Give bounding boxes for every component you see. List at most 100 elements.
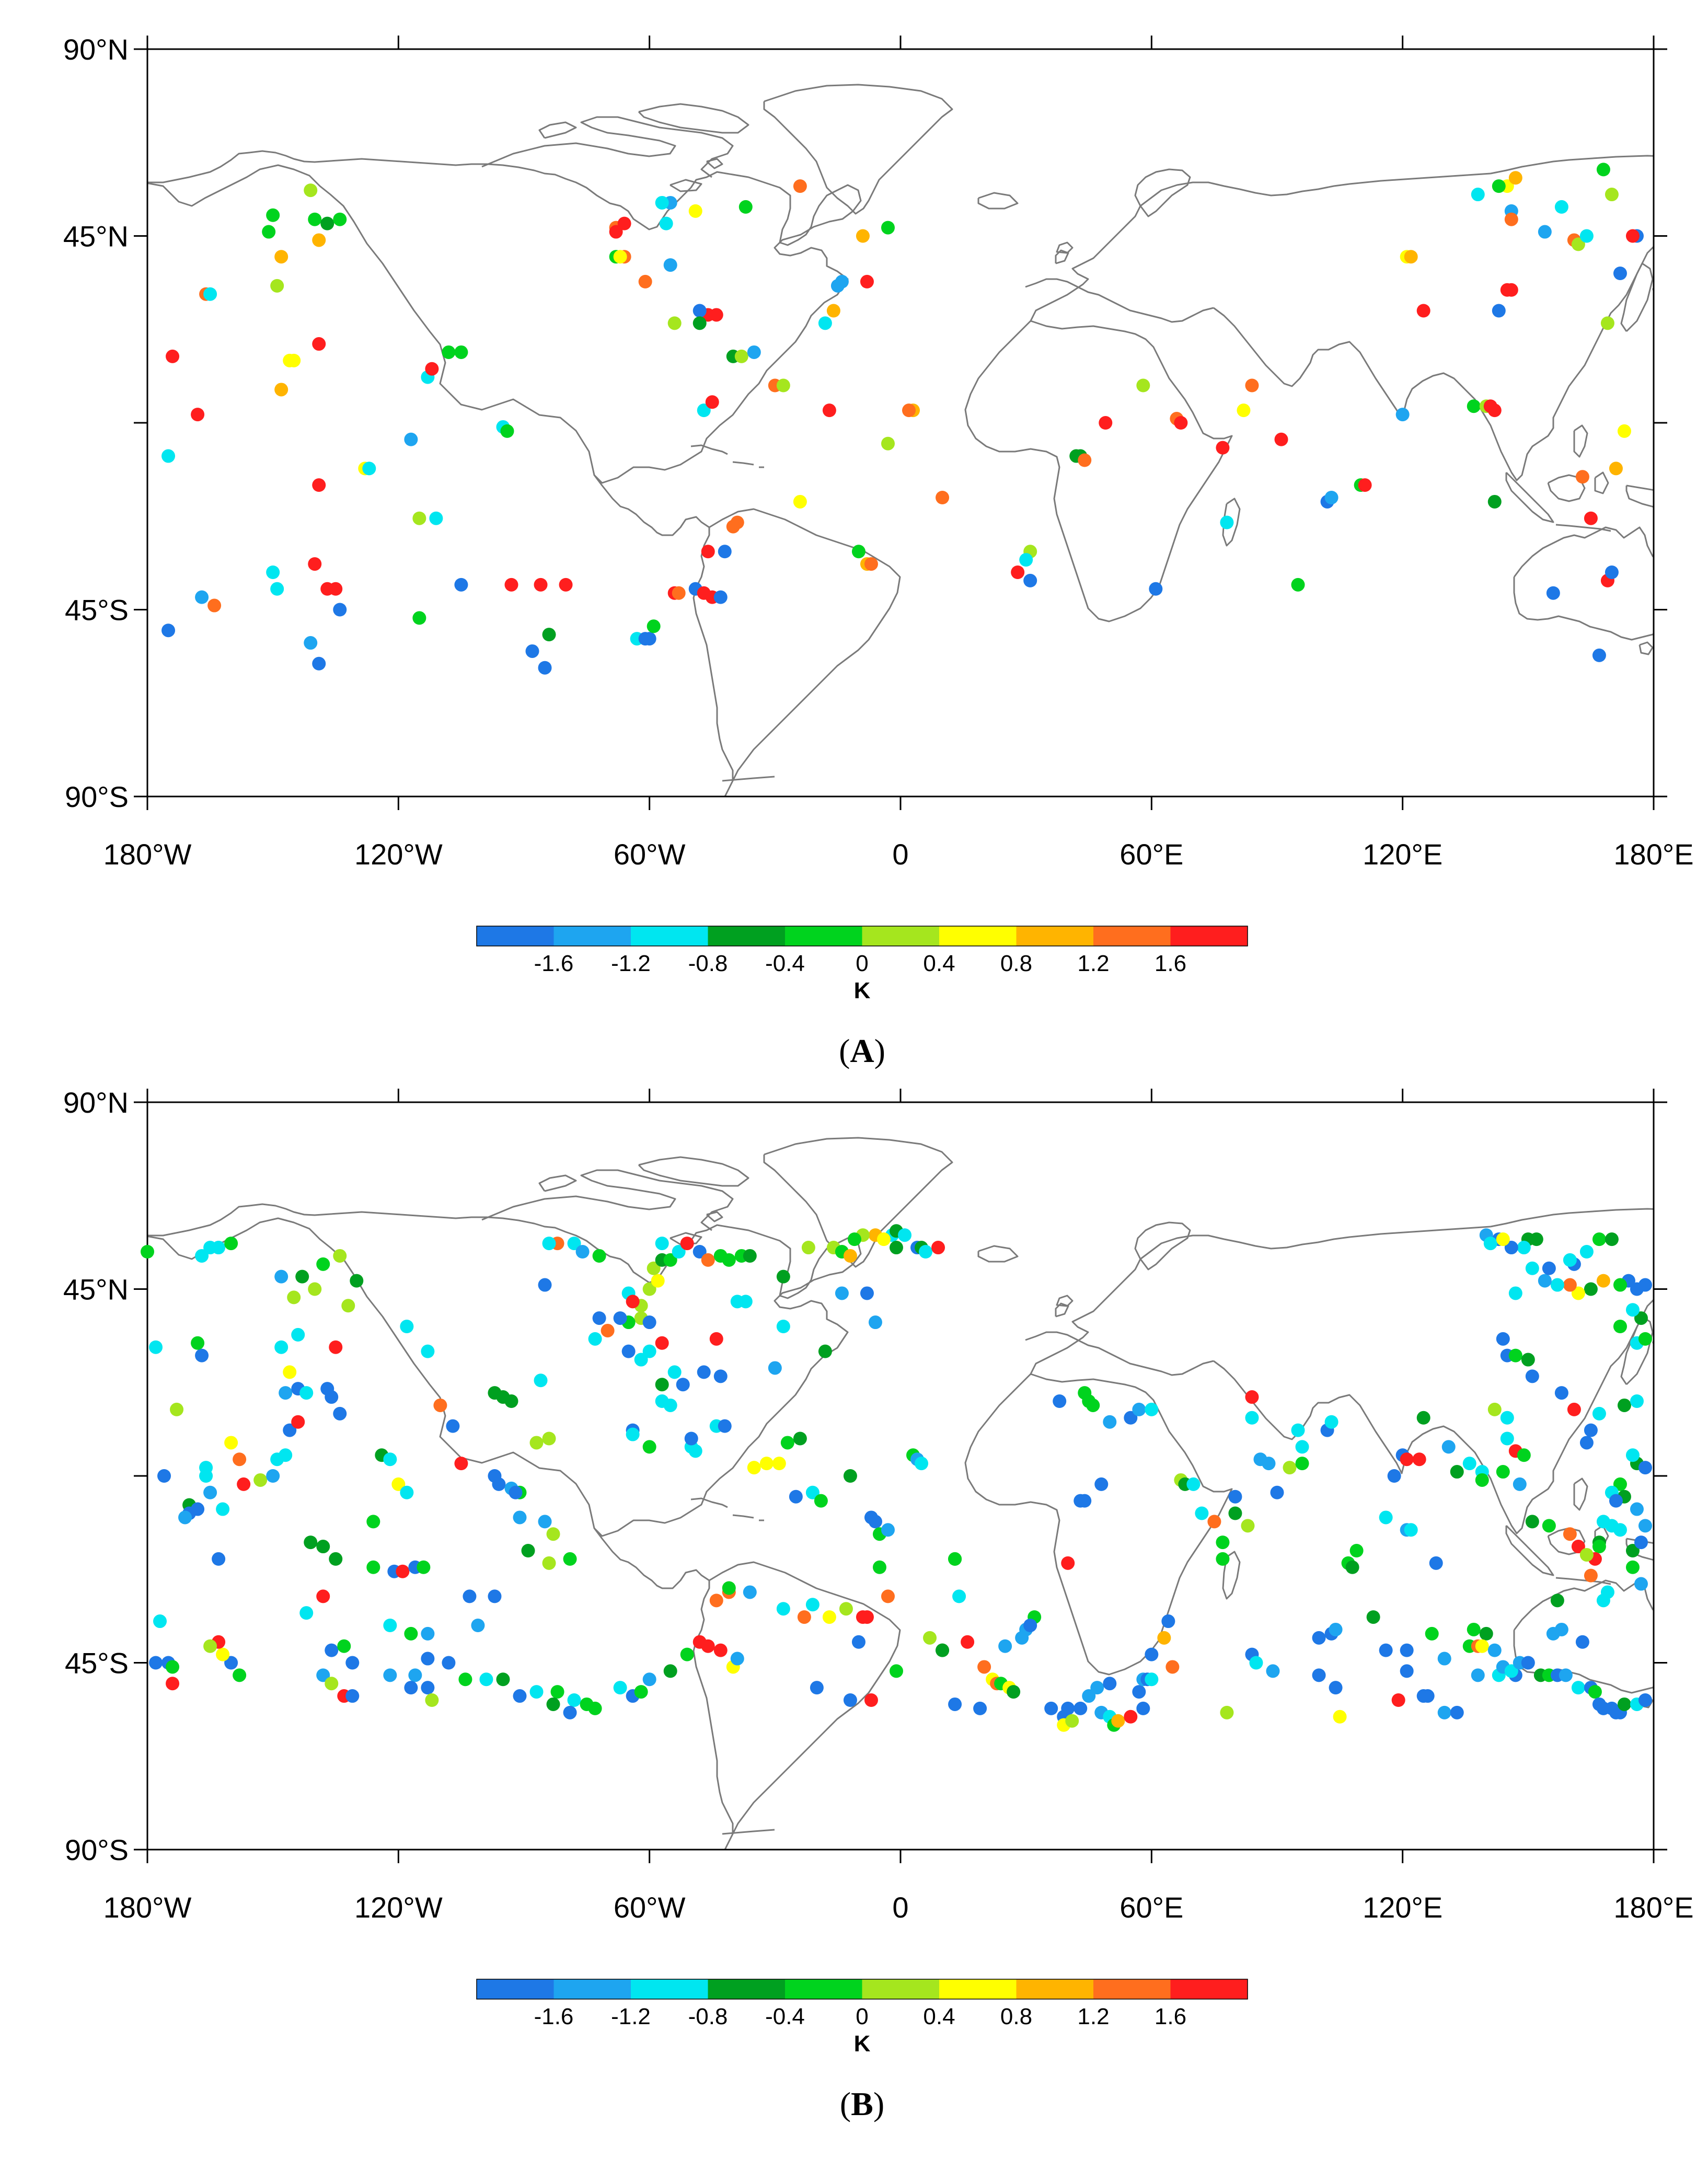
data-point xyxy=(705,395,719,409)
data-point xyxy=(529,1436,544,1450)
data-point xyxy=(881,1523,895,1537)
data-point xyxy=(212,1552,226,1566)
data-point xyxy=(1078,453,1092,467)
data-point xyxy=(412,611,426,625)
data-point xyxy=(333,1249,347,1263)
data-point xyxy=(1011,565,1025,579)
data-point xyxy=(442,345,456,359)
data-point xyxy=(1103,1415,1117,1429)
data-point xyxy=(542,1237,556,1251)
colorbar-bin xyxy=(708,926,786,946)
lat-label: 45°N xyxy=(63,220,129,253)
data-point xyxy=(538,1278,552,1292)
map-frame xyxy=(146,1101,1655,1851)
data-point xyxy=(672,586,686,600)
data-point xyxy=(1563,1253,1577,1267)
colorbar-tick-label: 0 xyxy=(856,2004,868,2029)
data-point xyxy=(417,1560,431,1574)
data-point xyxy=(1525,1369,1539,1383)
panel-label: (B) xyxy=(840,2085,884,2122)
data-point xyxy=(538,661,552,675)
data-point xyxy=(1596,163,1610,177)
data-point xyxy=(642,632,656,646)
data-point xyxy=(337,1639,351,1653)
data-point xyxy=(1245,1411,1259,1425)
data-point xyxy=(588,1332,602,1346)
lat-label: 90°S xyxy=(65,1833,129,1866)
data-point xyxy=(458,1672,472,1687)
data-point xyxy=(274,250,288,264)
data-point xyxy=(433,1398,447,1412)
data-point xyxy=(1441,1440,1456,1454)
colorbar-tick-label: -0.4 xyxy=(765,951,805,976)
lon-label: 0 xyxy=(892,838,908,871)
colorbar-bin xyxy=(1016,926,1094,946)
lat-label: 45°S xyxy=(65,1647,129,1680)
data-point xyxy=(383,1619,397,1632)
colorbar-bin xyxy=(939,1979,1017,1999)
data-point xyxy=(747,1461,761,1475)
colorbar-tick-label: -0.8 xyxy=(688,951,728,976)
colorbar-tick-label: -1.6 xyxy=(534,951,574,976)
colorbar-tick-label: -1.6 xyxy=(534,2004,574,2029)
data-point xyxy=(1475,1473,1489,1487)
data-point xyxy=(1165,1660,1180,1674)
data-point xyxy=(713,1643,728,1657)
data-point xyxy=(1625,229,1640,243)
data-point xyxy=(224,1656,238,1670)
data-point xyxy=(1529,1232,1543,1246)
data-point xyxy=(233,1452,247,1467)
data-point xyxy=(743,1585,757,1599)
data-point xyxy=(1496,1465,1510,1479)
lon-label: 0 xyxy=(892,1891,908,1924)
data-point xyxy=(613,1681,627,1695)
data-point xyxy=(1638,1693,1652,1707)
data-point xyxy=(195,1348,209,1363)
data-point xyxy=(224,1237,238,1251)
data-point xyxy=(404,1626,418,1641)
colorbar-tick-label: -0.8 xyxy=(688,2004,728,2029)
data-point xyxy=(1638,1332,1652,1346)
lon-label: 120°W xyxy=(354,1891,443,1924)
data-point xyxy=(270,279,284,293)
data-point xyxy=(759,1457,774,1471)
data-point xyxy=(822,1610,836,1624)
data-point xyxy=(1019,553,1033,567)
scatter-points xyxy=(141,1224,1652,1732)
data-point xyxy=(1504,1664,1518,1678)
data-point xyxy=(797,1610,811,1624)
map-panel-a: 90°N 45°N 45°S 90°S 180°W 120°W 60°W 0 60°E 120°E… xyxy=(63,33,1694,1069)
data-point xyxy=(1220,515,1234,529)
data-point xyxy=(805,1598,820,1612)
data-point xyxy=(153,1614,167,1629)
map-panel-b: 90°N 45°N 45°S 90°S 180°W 120°W 60°W 0 60°E 120°E… xyxy=(63,1086,1694,2122)
data-point xyxy=(1186,1477,1201,1491)
data-point xyxy=(563,1552,577,1566)
data-point xyxy=(851,1635,865,1649)
data-point xyxy=(542,1556,556,1570)
data-point xyxy=(329,1340,343,1354)
data-point xyxy=(1400,1664,1414,1678)
colorbar-tick-label: -0.4 xyxy=(765,2004,805,2029)
data-point xyxy=(237,1477,251,1491)
data-point xyxy=(563,1705,577,1719)
colorbar-bin xyxy=(631,1979,708,1999)
data-point xyxy=(1174,416,1188,430)
data-point xyxy=(400,1485,414,1499)
data-point xyxy=(442,1656,456,1670)
colorbar-bin xyxy=(553,926,631,946)
data-point xyxy=(316,1540,330,1554)
data-point xyxy=(693,304,707,318)
data-point xyxy=(1571,1681,1585,1695)
data-point xyxy=(333,603,347,617)
data-point xyxy=(1082,1689,1096,1703)
data-point xyxy=(1592,1540,1606,1554)
data-point xyxy=(1542,1261,1556,1275)
data-point xyxy=(1625,1448,1640,1462)
data-point xyxy=(961,1635,975,1649)
data-point xyxy=(383,1668,397,1682)
data-point xyxy=(262,225,276,239)
data-point xyxy=(1559,1668,1573,1682)
data-point xyxy=(638,274,652,288)
data-point xyxy=(1579,1436,1594,1450)
